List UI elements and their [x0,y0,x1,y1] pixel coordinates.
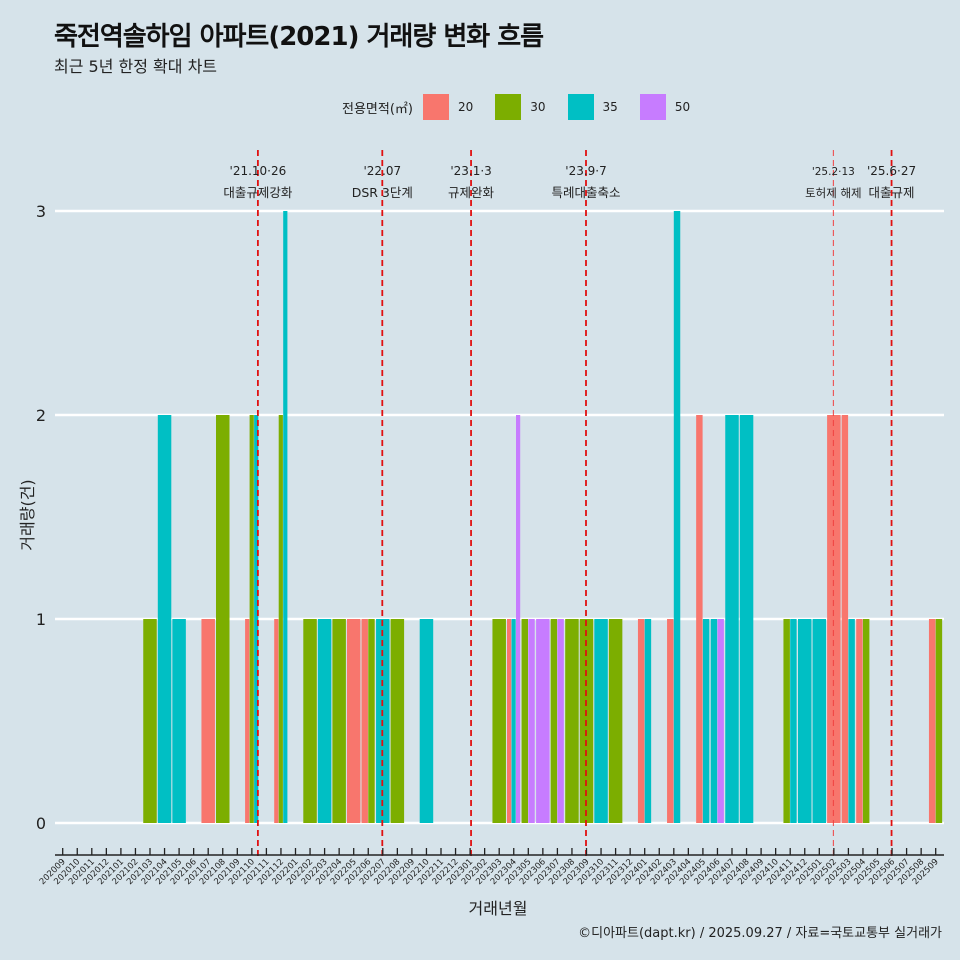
bar-202110-30 [249,415,254,823]
event-date-label: '25.6·27 [867,164,916,178]
x-axis: 2020092020102020112020122021012021022021… [38,848,944,887]
legend-key-30 [495,94,522,120]
event-date-label: '23.9·7 [565,164,606,178]
bar-202303-30 [492,619,506,823]
event-label: DSR 3단계 [352,185,413,200]
bar-202406-35 [710,619,718,823]
bars [143,211,943,823]
bar-202105-35 [172,619,186,823]
bar-202504-30 [862,619,870,823]
event-label: 토허제 해제 [805,186,862,200]
bar-202107-20 [201,619,215,823]
bar-202304-50 [516,415,521,823]
bar-202210-35 [419,619,434,823]
bar-202401-35 [644,619,652,823]
bar-202503-20 [841,415,849,823]
bar-202406-50 [717,619,724,823]
x-axis-label: 거래년월 [469,899,528,918]
bar-202304-20 [507,619,512,823]
bar-202408-35 [739,415,754,823]
y-axis: 0 1 2 3 [36,202,46,833]
bar-202307-30 [550,619,558,823]
bar-202305-30 [521,619,528,823]
bar-202311-30 [608,619,623,823]
bar-202412-35 [798,619,812,823]
legend-label-50: 50 [674,100,691,114]
bar-202202-30 [303,619,317,823]
legend-title: 전용면적(㎡) [342,101,413,117]
bar-202502-20 [827,415,841,823]
bar-202504-20 [856,619,863,823]
bar-202503-35 [848,619,855,823]
bar-202112-20 [274,619,279,823]
legend-label-35: 35 [602,100,618,114]
bar-202304-35 [511,619,516,823]
y-axis-label: 거래량(건) [18,479,37,550]
bar-202509-20 [928,619,936,823]
event-label: 규제완화 [448,185,495,200]
bar-202305-50 [528,619,535,823]
bar-202310-35 [594,619,608,823]
chart-title: 죽전역솔하임 아파트(2021) 거래량 변화 흐름 [54,22,544,52]
legend-label-30: 30 [530,100,546,114]
event-date-label: '23.1·3 [450,164,491,178]
bar-202405-35 [702,619,710,823]
bar-202307-50 [557,619,564,823]
bar-202108-30 [216,415,230,823]
event-date-label: '21.10·26 [230,164,287,178]
y-tick-label: 0 [36,814,46,833]
legend-key-20 [422,94,449,120]
bar-202411-35 [790,619,797,823]
bar-202205-20 [346,619,361,823]
y-tick-label: 2 [36,406,46,425]
event-label: 대출규제 [869,185,915,200]
bar-202401-20 [637,619,645,823]
bar-202501-35 [812,619,827,823]
bar-202208-30 [390,619,405,823]
event-label: 대출규제강화 [223,185,293,200]
bar-202411-30 [783,619,790,823]
source-caption: ©디아파트(dapt.kr) / 2025.09.27 / 자료=국토교통부 실… [578,926,942,941]
bar-202308-30 [565,619,579,823]
legend-label-20: 20 [457,100,474,114]
event-label: 특례대출축소 [551,185,620,200]
legend-key-50 [639,94,666,120]
bar-202206-30 [368,619,375,823]
event-date-label: '25.2·13 [812,166,855,178]
y-tick-label: 3 [36,202,46,221]
bar-202103-30 [143,619,157,823]
bar-202112-35 [283,211,288,823]
bar-202112-30 [278,415,283,823]
bar-202405-20 [696,415,703,823]
y-tick-label: 1 [36,610,46,629]
event-lines: '21.10·26 대출규제강화 '22.07 DSR 3단계 '23.1·3 규제완화 '… [223,150,916,858]
bar-202206-20 [361,619,368,823]
bar-202203-35 [317,619,332,823]
bar-202509-30 [935,619,943,823]
bar-202110-20 [245,619,250,823]
bar-202204-30 [332,619,346,823]
legend-key-35 [567,94,594,120]
chart-subtitle: 최근 5년 한정 확대 차트 [54,57,218,76]
event-date-label: '22.07 [363,164,401,178]
bar-202104-35 [157,415,172,823]
bar-202407-35 [725,415,739,823]
bar-202403-35 [673,211,681,823]
bar-202306-50 [536,619,550,823]
bar-202403-20 [667,619,674,823]
bar-202110-35 [254,415,259,823]
legend: 전용면적(㎡) 20 30 35 50 [342,93,712,121]
